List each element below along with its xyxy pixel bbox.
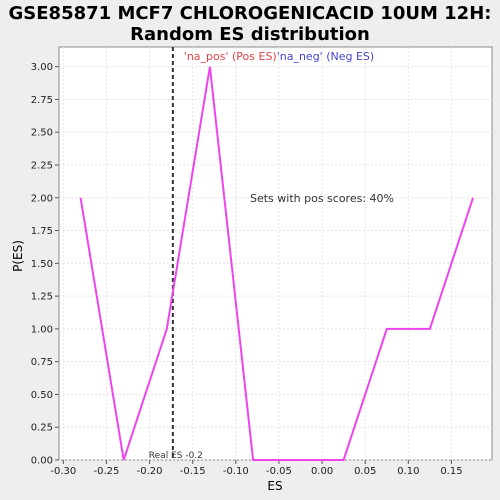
legend-pos-label: 'na_pos' (Pos ES): [184, 50, 277, 63]
chart-title-line-2: Random ES distribution: [130, 24, 370, 45]
x-tick-label: -0.10: [223, 466, 249, 477]
y-tick-label: 3.00: [31, 62, 53, 73]
y-axis-label: P(ES): [11, 240, 25, 272]
y-tick-label: 1.75: [31, 226, 53, 237]
series-line: [79, 66, 474, 461]
y-tick-label: 0.75: [31, 357, 53, 368]
x-tick-label: 0.05: [354, 466, 376, 477]
y-tick-label: 0.00: [31, 456, 53, 467]
x-tick-label: 0.15: [440, 466, 462, 477]
x-tick-label: -0.15: [180, 466, 206, 477]
y-tick-label: 2.50: [31, 128, 53, 139]
y-tick-label: 1.00: [31, 324, 53, 335]
x-tick-label: -0.30: [50, 466, 76, 477]
legend-neg-label: 'na_neg' (Neg ES): [277, 50, 374, 63]
series-layer: [79, 66, 474, 461]
pos-scores-annotation: Sets with pos scores: 40%: [250, 192, 394, 205]
x-tick-label: 0.10: [397, 466, 419, 477]
x-tick-label: -0.25: [94, 466, 120, 477]
x-tick-label: 0.00: [311, 466, 333, 477]
x-axis-label: ES: [267, 479, 282, 493]
y-tick-label: 1.50: [31, 259, 53, 270]
x-tick-label: -0.05: [266, 466, 292, 477]
y-tick-label: 2.25: [31, 161, 53, 172]
plot-area: [58, 46, 493, 461]
x-tick-label: -0.20: [137, 466, 163, 477]
y-tick-label: 0.25: [31, 423, 53, 434]
y-tick-label: 2.00: [31, 193, 53, 204]
legend: 'na_pos' (Pos ES)'na_neg' (Neg ES): [184, 50, 374, 63]
y-axis-ticks: 0.00 0.25 0.50 0.75 1.00 1.25 1.50 1.75 2.00 2.25…: [31, 62, 59, 467]
grid: [59, 47, 492, 461]
real-es-label: Real ES -0.2: [149, 451, 203, 461]
y-tick-label: 0.50: [31, 390, 53, 401]
y-tick-label: 1.25: [31, 292, 53, 303]
y-tick-label: 2.75: [31, 95, 53, 106]
x-axis-ticks: -0.30 -0.25 -0.20 -0.15 -0.10 -0.05 0.00 0.05 0.…: [50, 460, 463, 477]
chart-title-line-1: GSE85871 MCF7 CHLOROGENICACID 10UM 12H:: [9, 3, 492, 24]
